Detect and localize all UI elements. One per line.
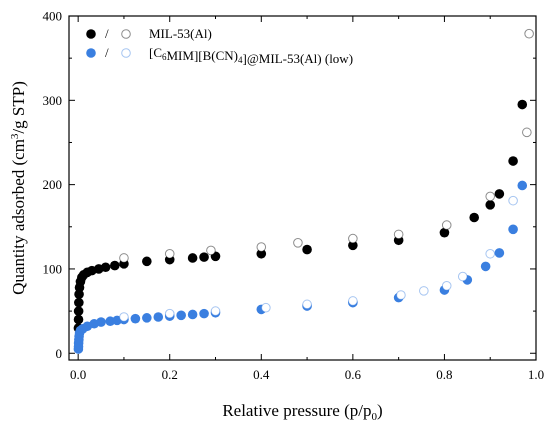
legend-marker-filled [86, 48, 96, 58]
data-point [480, 261, 491, 272]
data-point [187, 253, 198, 263]
axis-ticks: 0.0 0.2 0.4 0.6 0.8 1.0 0 100 200 300 400 [43, 9, 545, 383]
series [119, 28, 534, 263]
series [73, 99, 528, 333]
data-point [524, 28, 534, 39]
data-points [73, 28, 534, 354]
legend-label-part: 4 [238, 55, 243, 65]
data-point [457, 271, 468, 282]
data-point [494, 248, 505, 258]
data-point [293, 238, 303, 248]
data-point [485, 191, 496, 202]
data-point [522, 127, 532, 138]
legend-label: [C6MIM][B(CN)4]@MIL-53(Al) (low) [149, 45, 353, 66]
data-point [100, 262, 111, 273]
series [73, 180, 528, 354]
legend: / MIL-53(Al) / [C6MIM][B(CN)4]@MIL-53(Al) (… [86, 26, 353, 66]
series [119, 195, 518, 322]
x-tick-label: 0.2 [162, 367, 178, 382]
data-point [73, 306, 84, 316]
data-point [96, 317, 106, 327]
legend-label-part: MIM][B(CN) [167, 48, 239, 63]
y-axis-label: Quantity adsorbed (cm3/g STP) [9, 81, 28, 295]
legend-marker-open [121, 29, 131, 39]
axis-labels: Relative pressure (p/p0) Quantity adsorbe… [9, 81, 383, 423]
data-point [517, 180, 528, 191]
legend-marker-open [121, 48, 131, 58]
data-point [199, 252, 209, 262]
data-point [348, 240, 358, 251]
data-point [348, 233, 358, 244]
data-point [302, 299, 312, 310]
data-point [187, 309, 198, 320]
data-point [348, 296, 358, 306]
data-point [517, 99, 528, 110]
plot-area [68, 15, 537, 361]
data-point [164, 248, 175, 259]
data-point [508, 224, 518, 235]
plot-frame [68, 15, 537, 361]
data-point [508, 156, 518, 166]
data-point [441, 220, 452, 230]
y-tick-label: 0 [56, 346, 63, 361]
data-point [256, 242, 267, 252]
data-point [109, 260, 120, 271]
data-point [261, 302, 271, 313]
data-point [469, 212, 479, 223]
x-tick-label: 0.4 [253, 367, 270, 382]
y-tick-label: 200 [43, 177, 63, 192]
y-tick-label: 300 [43, 93, 63, 108]
data-point [210, 306, 221, 316]
data-point [119, 312, 129, 322]
data-point [164, 308, 175, 319]
data-point [396, 290, 406, 300]
legend-label: MIL-53(Al) [149, 26, 212, 41]
data-point [74, 297, 84, 308]
data-point [119, 253, 129, 263]
data-point [485, 248, 496, 259]
data-point [206, 245, 216, 256]
x-tick-label: 0.8 [436, 367, 452, 382]
x-tick-label: 0.0 [70, 367, 86, 382]
x-tick-label: 0.6 [345, 367, 362, 382]
legend-marker-filled [86, 29, 96, 39]
x-axis-label: Relative pressure (p/p0) [222, 401, 382, 423]
data-point [256, 248, 267, 259]
data-point [142, 256, 152, 267]
y-tick-label: 100 [43, 261, 63, 276]
data-point [393, 229, 404, 240]
data-point [176, 310, 186, 321]
data-point [441, 281, 452, 291]
data-point [439, 227, 450, 238]
data-point [508, 195, 518, 206]
legend-label-part: ]@MIL-53(Al) (low) [243, 51, 354, 66]
legend-label-part: MIL-53(Al) [149, 26, 212, 41]
data-point [419, 286, 429, 296]
legend-separator: / [105, 26, 109, 41]
data-point [494, 189, 505, 199]
data-point [485, 200, 496, 210]
legend-separator: / [105, 45, 109, 60]
data-point [130, 313, 141, 324]
data-point [199, 308, 209, 319]
data-point [73, 314, 84, 325]
legend-label-part: 6 [162, 52, 167, 62]
data-point [153, 312, 164, 322]
x-tick-label: 1.0 [528, 367, 544, 382]
data-point [302, 244, 312, 255]
data-point [142, 313, 152, 323]
y-tick-label: 400 [43, 9, 63, 24]
legend-label-part: [C [149, 45, 162, 60]
